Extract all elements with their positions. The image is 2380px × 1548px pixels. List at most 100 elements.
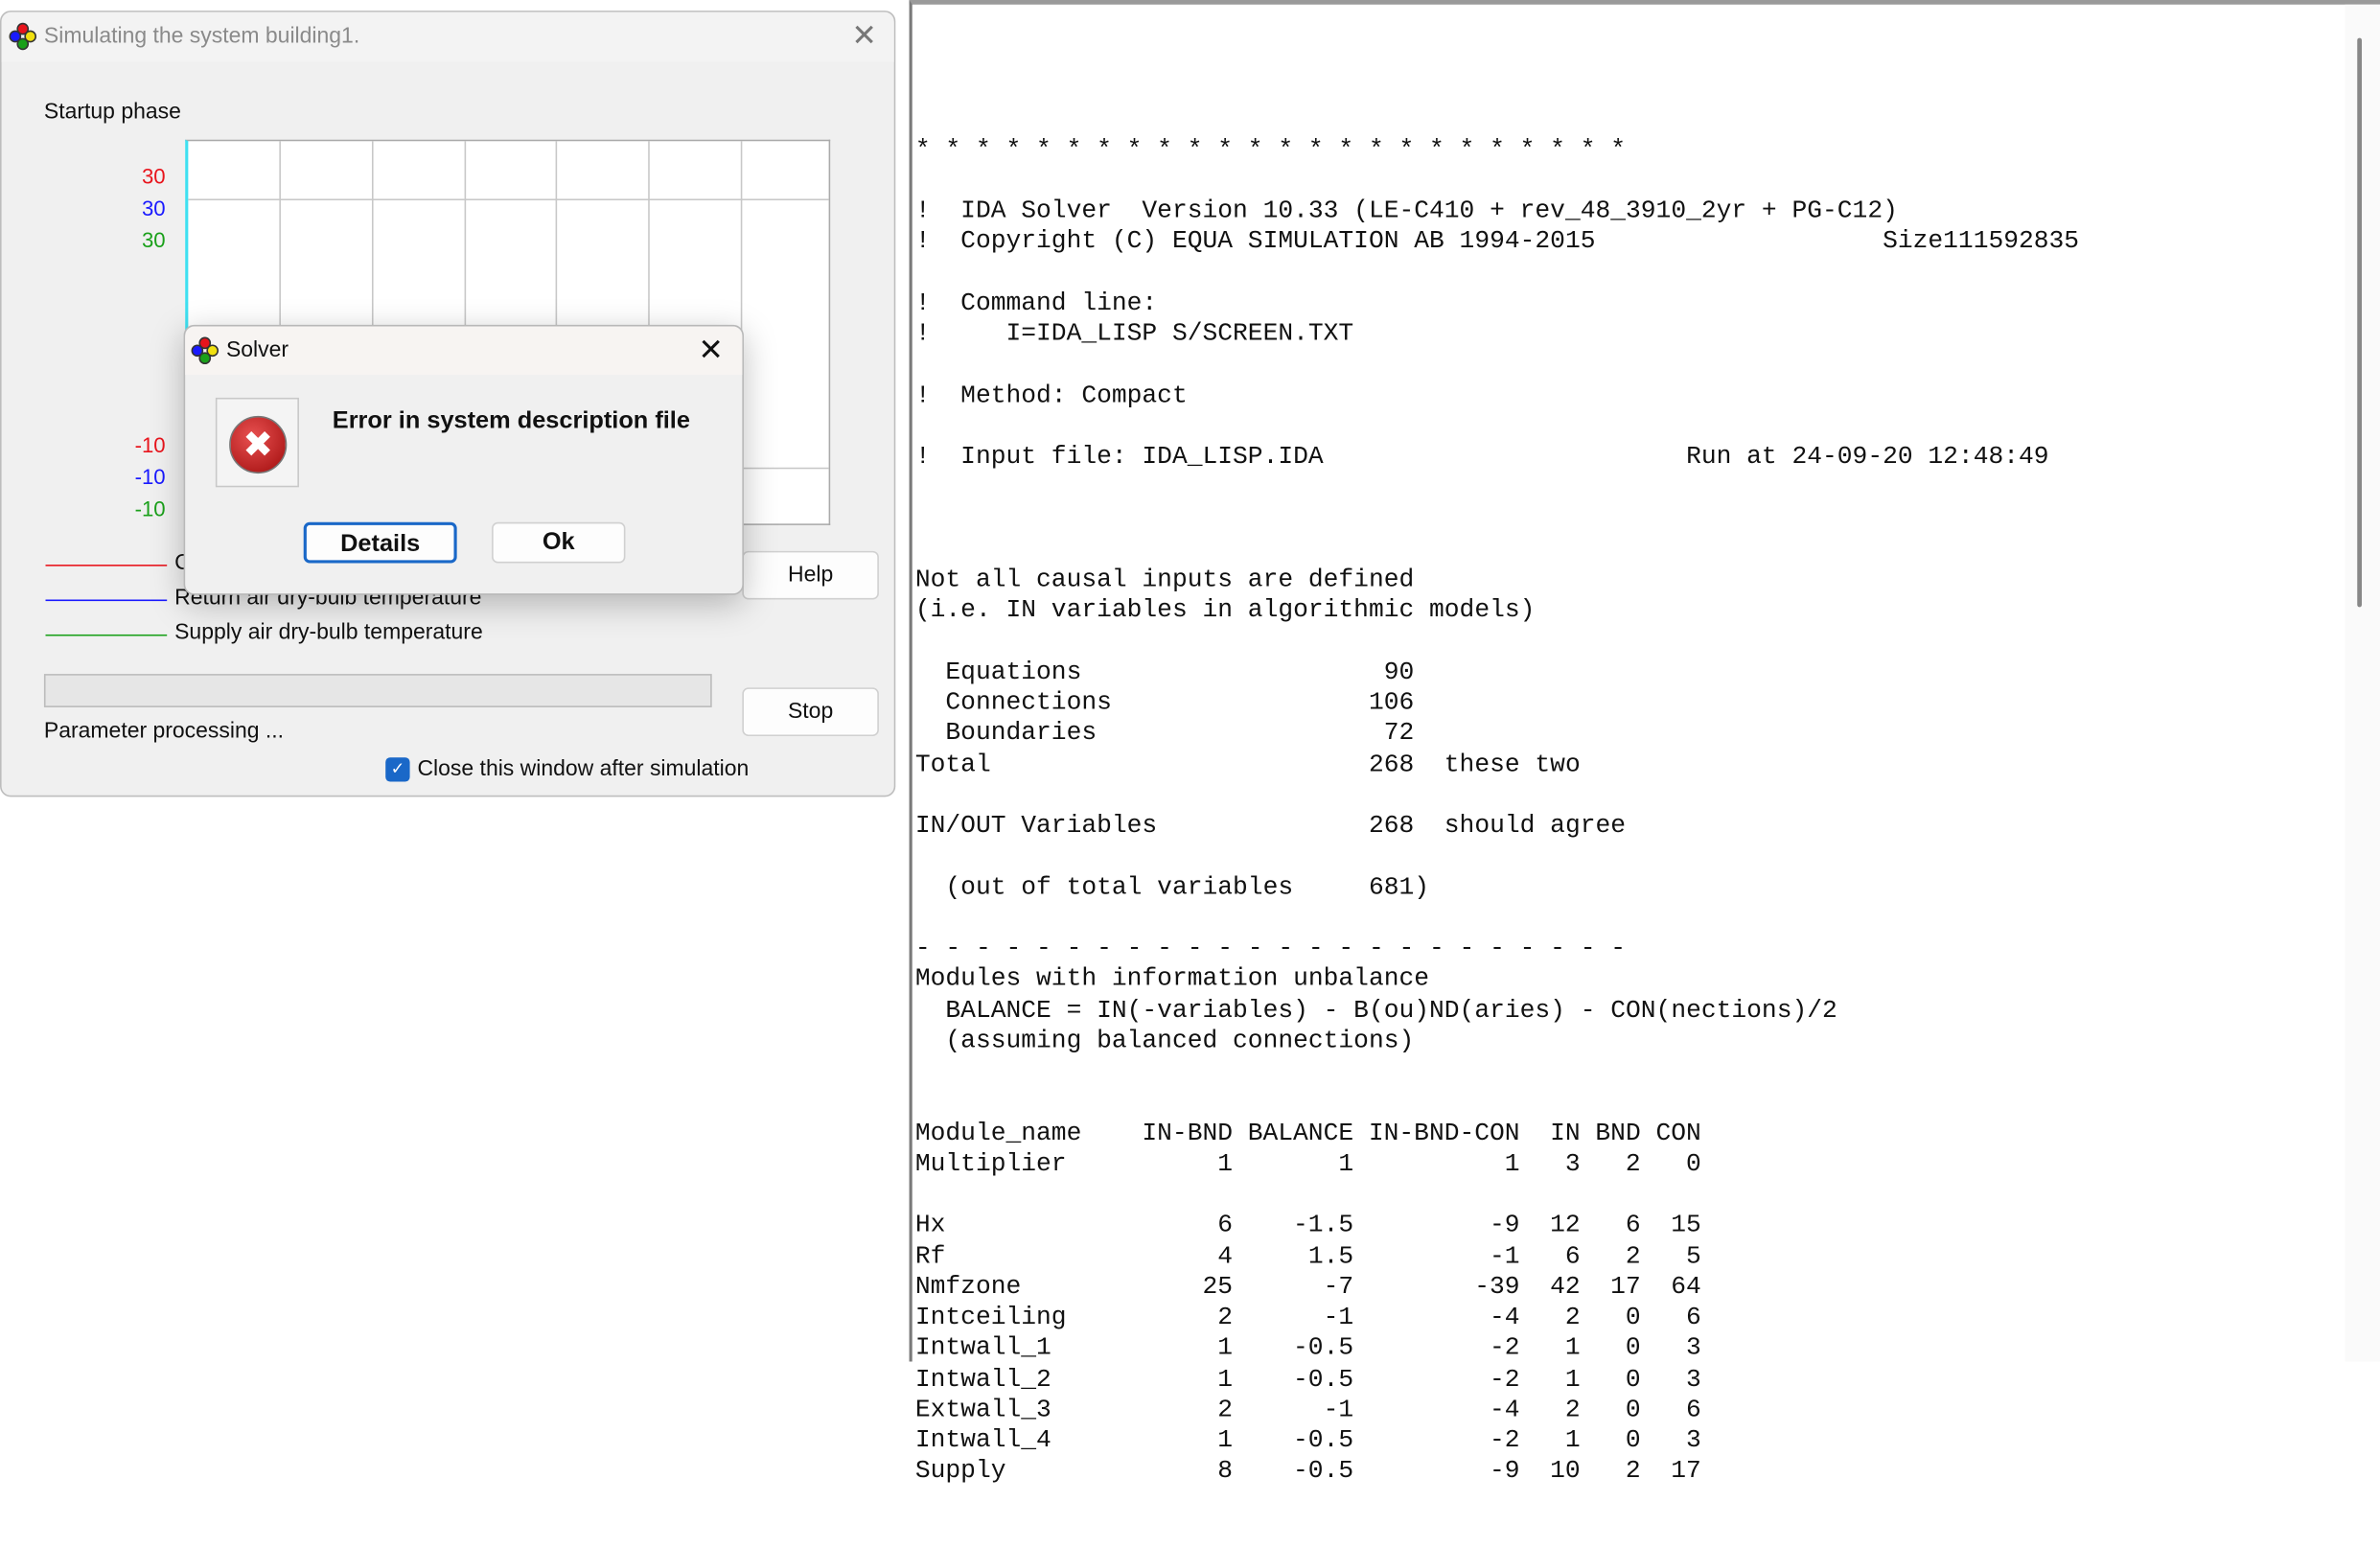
stop-button[interactable]: Stop (742, 687, 879, 737)
phase-label: Startup phase (43, 100, 181, 125)
log-line: Total 268 these two (914, 749, 1581, 778)
table-cell: 1.5 (1307, 1240, 1354, 1270)
close-icon[interactable]: ✕ (851, 16, 877, 54)
table-cell: 0 (1625, 1363, 1641, 1393)
solver-log-text: * * * * * * * * * * * * * * * * * * * * … (915, 73, 2079, 1548)
log-header-lines: * * * * * * * * * * * * * * * * * * * * … (915, 134, 2079, 1056)
legend-label: Supply air dry-bulb temperature (174, 620, 483, 646)
table-cell (1520, 1179, 1581, 1210)
log-line (915, 842, 2079, 872)
table-cell: IN (1550, 1118, 1581, 1147)
table-cell: -9 (1490, 1456, 1520, 1486)
log-line: (assuming balanced connections) (914, 1026, 1415, 1055)
table-cell: -1 (1323, 1394, 1354, 1423)
dialog-title-bar: Solver ✕ (185, 326, 743, 376)
close-icon[interactable]: ✕ (698, 331, 724, 368)
table-cell: 2 (1217, 1302, 1233, 1331)
table-cell: 3 (1686, 1363, 1701, 1393)
table-cell (1233, 1179, 1353, 1210)
table-cell: 10 (1550, 1456, 1581, 1486)
log-line (915, 165, 2079, 196)
table-cell: 6 (1625, 1210, 1641, 1239)
close-after-checkbox[interactable]: ✓ (385, 757, 410, 782)
table-cell: CON (1655, 1118, 1701, 1147)
table-row: Rf 4 1.5 -1 6 2 5 (915, 1241, 2079, 1272)
log-line (915, 780, 2079, 811)
table-cell: 1 (1564, 1363, 1581, 1393)
table-cell: 2 (1625, 1456, 1641, 1486)
table-cell: -1 (1323, 1302, 1354, 1331)
table-cell: Intceiling (914, 1302, 1067, 1331)
log-line: * * * * * * * * * * * * * * * * * * * * … (914, 134, 1627, 164)
table-cell: 25 (1202, 1271, 1233, 1301)
table-cell: 6 (1686, 1302, 1701, 1331)
table-row: Nmfzone 25 -7 -39 42 17 64 (915, 1272, 2079, 1303)
table-cell: 1 (1217, 1148, 1233, 1178)
solver-log-panel: * * * * * * * * * * * * * * * * * * * * … (909, 0, 2380, 1485)
scrollbar-thumb[interactable] (2357, 37, 2363, 608)
table-cell: -2 (1490, 1424, 1520, 1455)
log-line (915, 350, 2079, 381)
log-line: Connections 106 (914, 687, 1415, 717)
log-line: ! IDA Solver Version 10.33 (LE-C410 + re… (914, 196, 1898, 225)
log-line: Equations 90 (914, 657, 1415, 686)
table-cell: Rf (914, 1240, 946, 1270)
ok-button[interactable]: Ok (492, 521, 626, 564)
vertical-scrollbar[interactable] (2345, 4, 2380, 1362)
y-axis-min-label: -10 (134, 432, 166, 457)
table-cell (1641, 1179, 1701, 1210)
table-cell: 0 (1625, 1302, 1641, 1331)
table-cell: 42 (1550, 1271, 1581, 1301)
table-cell: 1 (1504, 1148, 1520, 1178)
table-cell: -0.5 (1293, 1456, 1354, 1486)
table-row: Intwall_1 1 -0.5 -2 1 0 3 (915, 1333, 2079, 1364)
log-line: (out of total variables 681) (914, 871, 1430, 901)
help-button[interactable]: Help (742, 550, 879, 600)
table-cell: 1 (1564, 1424, 1581, 1455)
progress-bar (43, 674, 712, 707)
table-cell: 1 (1564, 1332, 1581, 1362)
table-row: Supply 8 -0.5 -9 10 2 17 (915, 1456, 2079, 1487)
log-line: Not all causal inputs are defined (914, 565, 1415, 594)
table-cell: 15 (1671, 1210, 1701, 1239)
table-cell (1353, 1179, 1519, 1210)
table-cell: -1.5 (1293, 1210, 1354, 1239)
log-line: - - - - - - - - - - - - - - - - - - - - … (914, 933, 1627, 962)
details-button[interactable]: Details (303, 521, 457, 564)
status-text: Parameter processing ... (43, 719, 285, 744)
table-cell: 3 (1686, 1332, 1701, 1362)
table-cell: Intwall_4 (914, 1424, 1051, 1455)
table-cell: Module_name (914, 1118, 1082, 1147)
table-cell: 6 (1686, 1394, 1701, 1423)
table-row (915, 1179, 2079, 1210)
table-cell: Multiplier (914, 1148, 1067, 1178)
table-cell: IN-BND (1142, 1118, 1234, 1147)
table-row: Intceiling 2 -1 -4 2 0 6 (915, 1303, 2079, 1333)
app-logo-icon (9, 22, 37, 51)
y-axis-max-label: 30 (141, 164, 166, 189)
table-cell: Intwall_2 (914, 1363, 1051, 1393)
error-icon: ✖ (229, 415, 288, 474)
table-cell: 0 (1625, 1424, 1641, 1455)
table-cell: 2 (1217, 1394, 1233, 1423)
module-table: Module_name IN-BND BALANCE IN-BND-CON IN BND C… (915, 1118, 2079, 1487)
table-cell: 3 (1564, 1148, 1581, 1178)
table-cell: Intwall_1 (914, 1332, 1051, 1362)
table-header-row: Module_name IN-BND BALANCE IN-BND-CON IN BND C… (915, 1118, 2079, 1148)
table-cell: -7 (1323, 1271, 1354, 1301)
table-cell: 0 (1625, 1394, 1641, 1423)
table-cell: -4 (1490, 1394, 1520, 1423)
table-cell: Extwall_3 (914, 1394, 1051, 1423)
y-axis-min-label: -10 (134, 496, 166, 521)
table-cell: 8 (1217, 1456, 1233, 1486)
table-cell: 17 (1610, 1271, 1641, 1301)
table-cell: 1 (1338, 1148, 1354, 1178)
log-line: Modules with information unbalance (914, 963, 1430, 994)
log-line (915, 503, 2079, 534)
table-cell: -2 (1490, 1332, 1520, 1362)
table-cell: Hx (914, 1210, 946, 1239)
table-cell: -0.5 (1293, 1363, 1354, 1393)
legend-line (45, 634, 168, 636)
log-line: IN/OUT Variables 268 should agree (914, 810, 1627, 840)
title-bar: Simulating the system building1. ✕ (1, 12, 894, 62)
